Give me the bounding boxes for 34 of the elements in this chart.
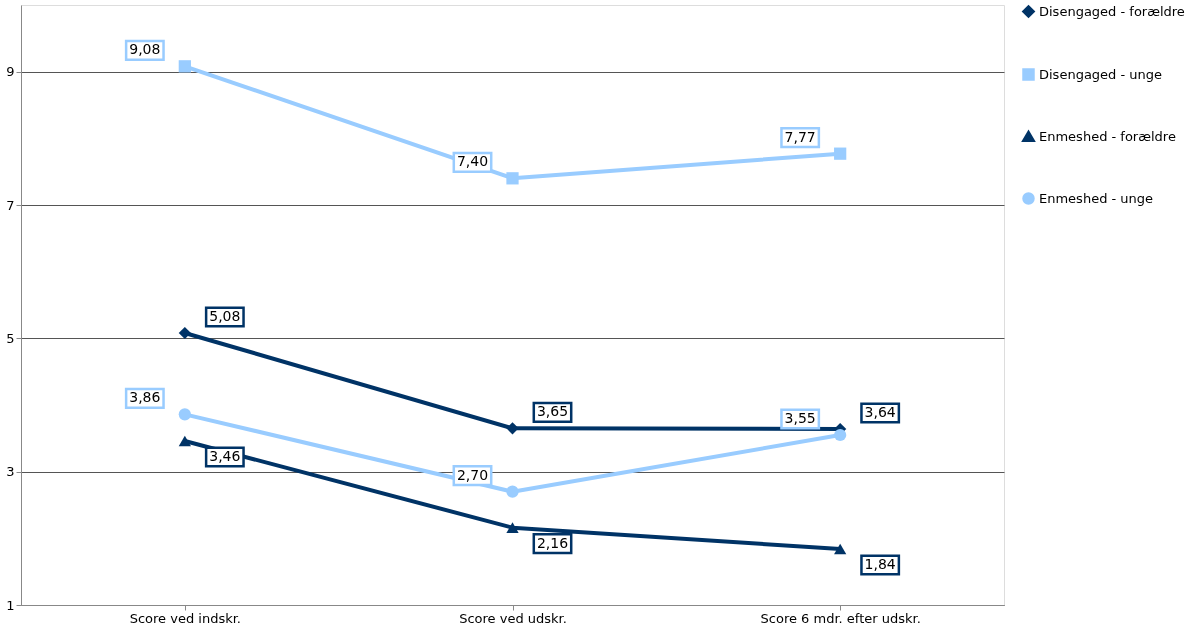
x-tick-label: Score 6 mdr. efter udskr. xyxy=(760,610,921,626)
data-label: 3,46 xyxy=(209,448,241,464)
y-tick-label: 5 xyxy=(6,330,15,346)
x-tick-label: Score ved udskr. xyxy=(459,610,567,626)
point xyxy=(834,147,847,160)
data-label: 3,65 xyxy=(536,403,569,420)
point xyxy=(506,522,519,533)
data-label: 5,08 xyxy=(209,308,241,324)
data-label: 2,70 xyxy=(456,466,489,483)
legend-label: Disengaged - unge xyxy=(1039,66,1163,82)
data-label: 3,86 xyxy=(129,389,161,406)
point xyxy=(506,485,519,498)
legend-label: Enmeshed - unge xyxy=(1039,190,1154,206)
data-label: 7,40 xyxy=(456,153,489,170)
point xyxy=(178,435,191,447)
point xyxy=(834,543,847,555)
x-tick-label: Score ved indskr. xyxy=(129,610,241,626)
data-label: 3,64 xyxy=(864,404,896,420)
point xyxy=(178,408,191,421)
y-tick-label: 7 xyxy=(6,197,15,213)
y-tick-label: 1 xyxy=(6,597,15,613)
legend-label: Enmeshed - forældre xyxy=(1039,128,1176,144)
point xyxy=(178,326,191,340)
point xyxy=(834,428,847,442)
point xyxy=(506,172,519,185)
y-tick-label: 3 xyxy=(6,464,15,480)
legend-label: Disengaged - forældre xyxy=(1039,3,1185,19)
y-tick-label: 9 xyxy=(6,64,15,80)
data-label: 1,84 xyxy=(864,556,896,572)
data-label: 7,77 xyxy=(784,128,816,145)
data-label: 3,55 xyxy=(784,410,816,426)
data-label: 9,08 xyxy=(129,41,161,58)
data-label: 2,16 xyxy=(536,534,569,551)
point xyxy=(178,60,191,73)
